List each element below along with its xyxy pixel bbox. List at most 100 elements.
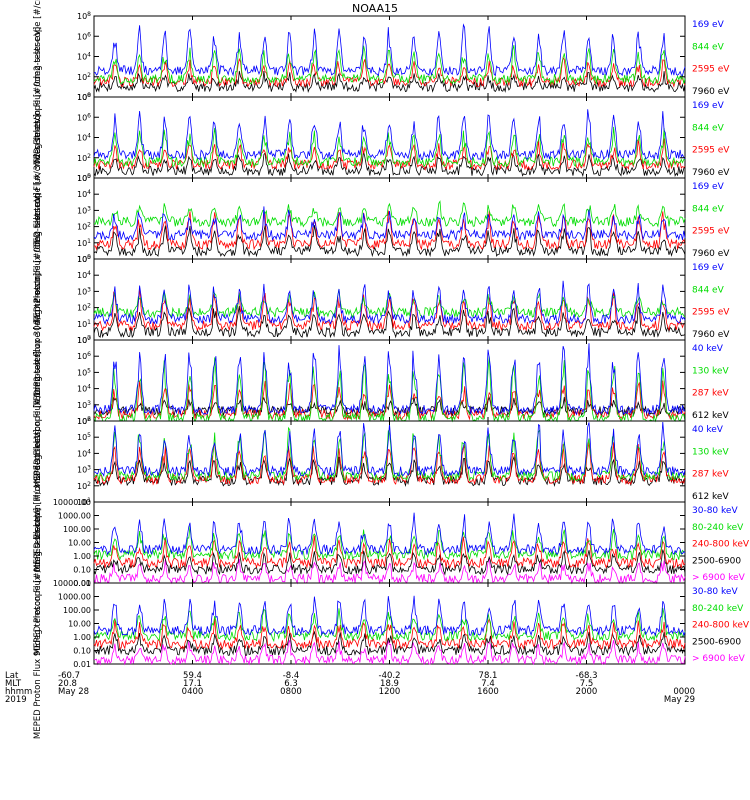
- series-trace: [93, 617, 686, 651]
- y-tick-label: 106: [77, 416, 91, 426]
- footer-row-label: 2019: [5, 695, 27, 705]
- y-tick-label: 101: [77, 319, 91, 329]
- legend-entry: 287 keV: [692, 389, 729, 399]
- series-trace: [93, 225, 686, 258]
- panel-7: 0.01 0.10 1.00 10.00 100.00 1000.00 10000.00 ME…: [33, 430, 750, 656]
- y-tick-label: 0.10: [73, 647, 91, 656]
- footer-cell: 78.1: [479, 671, 498, 681]
- footer-cell: May 28: [58, 687, 89, 697]
- legend-entry: 844 eV: [692, 42, 725, 52]
- y-tick-label: 108: [77, 92, 91, 102]
- series-trace: [93, 210, 686, 251]
- footer-cell: 17.1: [183, 679, 202, 689]
- footer-cell: 6.3: [284, 679, 298, 689]
- y-tick-label: 104: [77, 189, 91, 199]
- legend-entry: > 6900 keV: [692, 654, 746, 664]
- legend-entry: 169 eV: [692, 263, 725, 273]
- legend-entry: 80-240 keV: [692, 523, 744, 533]
- y-tick-label: 0.01: [73, 579, 91, 588]
- y-tick-label: 102: [77, 153, 91, 163]
- y-tick-label: 10.00: [68, 539, 91, 548]
- y-tick-label: 105: [77, 173, 91, 183]
- series-trace: [93, 455, 686, 488]
- legend-entry: 30-80 keV: [692, 587, 738, 597]
- legend-entry: 169 eV: [692, 20, 725, 30]
- footer-cell: 18.9: [380, 679, 399, 689]
- series-trace: [93, 607, 686, 643]
- y-axis-label: TED Proton Flux 0deg telescope [#/cm2-s-…: [33, 114, 43, 324]
- panel-frame: [93, 15, 686, 98]
- footer-cell: 7.5: [580, 679, 594, 689]
- series-trace: [93, 151, 686, 178]
- footer-row-label: Lat: [5, 671, 19, 681]
- legend-entry: 2595 eV: [692, 227, 730, 237]
- legend-entry: 169 eV: [692, 101, 725, 111]
- plot-title: NOAA15: [352, 2, 398, 15]
- y-tick-label: 105: [77, 432, 91, 442]
- y-tick-label: 101: [77, 238, 91, 248]
- series-trace: [93, 109, 686, 161]
- y-tick-label: 104: [77, 384, 91, 394]
- y-tick-label: 100: [77, 92, 91, 102]
- legend-entry: 612 keV: [692, 411, 729, 421]
- footer-cell: May 29: [664, 695, 695, 705]
- legend-entry: 2595 eV: [692, 65, 730, 75]
- y-tick-label: 100.00: [63, 525, 91, 534]
- y-tick-label: 104: [77, 270, 91, 280]
- legend-entry: 7960 eV: [692, 330, 730, 340]
- legend-entry: 844 eV: [692, 123, 725, 133]
- series-trace: [93, 56, 686, 88]
- series-trace: [93, 23, 686, 77]
- legend-entry: 40 keV: [692, 344, 724, 354]
- y-tick-label: 105: [77, 367, 91, 377]
- footer-cell: -68.3: [576, 671, 598, 681]
- series-trace: [93, 630, 686, 657]
- footer-cell: -40.2: [379, 671, 401, 681]
- y-axis-label: TED Electron Flux 30deg telescope [#/cm2…: [33, 27, 43, 249]
- panel-8: 0.01 0.10 1.00 10.00 100.00 1000.00 10000.00 ME…: [33, 508, 750, 739]
- y-tick-label: 102: [77, 303, 91, 313]
- y-tick-label: 103: [77, 465, 91, 475]
- legend-entry: 287 keV: [692, 470, 729, 480]
- legend-entry: 2500-6900: [692, 637, 741, 647]
- footer-cell: 0400: [182, 687, 204, 697]
- panels: 100 102 104 106 108 TED Electron Flux 0deg te…: [33, 0, 750, 739]
- y-tick-label: 108: [77, 11, 91, 21]
- legend-entry: 130 keV: [692, 447, 729, 457]
- y-tick-label: 1.00: [73, 633, 91, 642]
- panel-frame: [93, 96, 686, 179]
- legend-entry: 2595 eV: [692, 308, 730, 318]
- y-tick-label: 10.00: [68, 620, 91, 629]
- y-tick-label: 10000.00: [53, 498, 91, 507]
- legend-entry: 844 eV: [692, 285, 725, 295]
- series-trace: [93, 512, 686, 556]
- y-tick-label: 10000.00: [53, 579, 91, 588]
- series-trace: [93, 421, 686, 478]
- y-tick-label: 0.10: [73, 566, 91, 575]
- legend-entry: 130 keV: [692, 366, 729, 376]
- legend-entry: 30-80 keV: [692, 506, 738, 516]
- y-tick-label: 100.00: [63, 606, 91, 615]
- y-tick-label: 100: [77, 173, 91, 183]
- footer-cell: 59.4: [183, 671, 202, 681]
- footer-cell: -8.4: [283, 671, 300, 681]
- legend-entry: 240-800 keV: [692, 621, 750, 631]
- series-trace: [93, 442, 686, 486]
- y-tick-label: 101: [77, 497, 91, 507]
- legend-entry: 844 eV: [692, 204, 725, 214]
- y-tick-label: 102: [77, 72, 91, 82]
- footer-row-label: hhmm: [5, 687, 32, 697]
- footer-row-label: MLT: [5, 679, 22, 689]
- y-tick-label: 104: [77, 52, 91, 62]
- series-trace: [93, 380, 686, 421]
- y-tick-label: 103: [77, 286, 91, 296]
- series-trace: [93, 525, 686, 561]
- legend-entry: 40 keV: [692, 425, 724, 435]
- legend-entry: > 6900 keV: [692, 573, 746, 583]
- footer-cell: 0000: [673, 687, 695, 697]
- y-axis-label: MEPED Electron Flux 90deg telescope [#/c…: [33, 351, 43, 572]
- y-axis-label: MEPED Electron Flux 0deg telescope [#/cm…: [33, 273, 43, 488]
- footer-cell: 2000: [576, 687, 598, 697]
- y-tick-label: 104: [77, 448, 91, 458]
- series-trace: [93, 343, 686, 416]
